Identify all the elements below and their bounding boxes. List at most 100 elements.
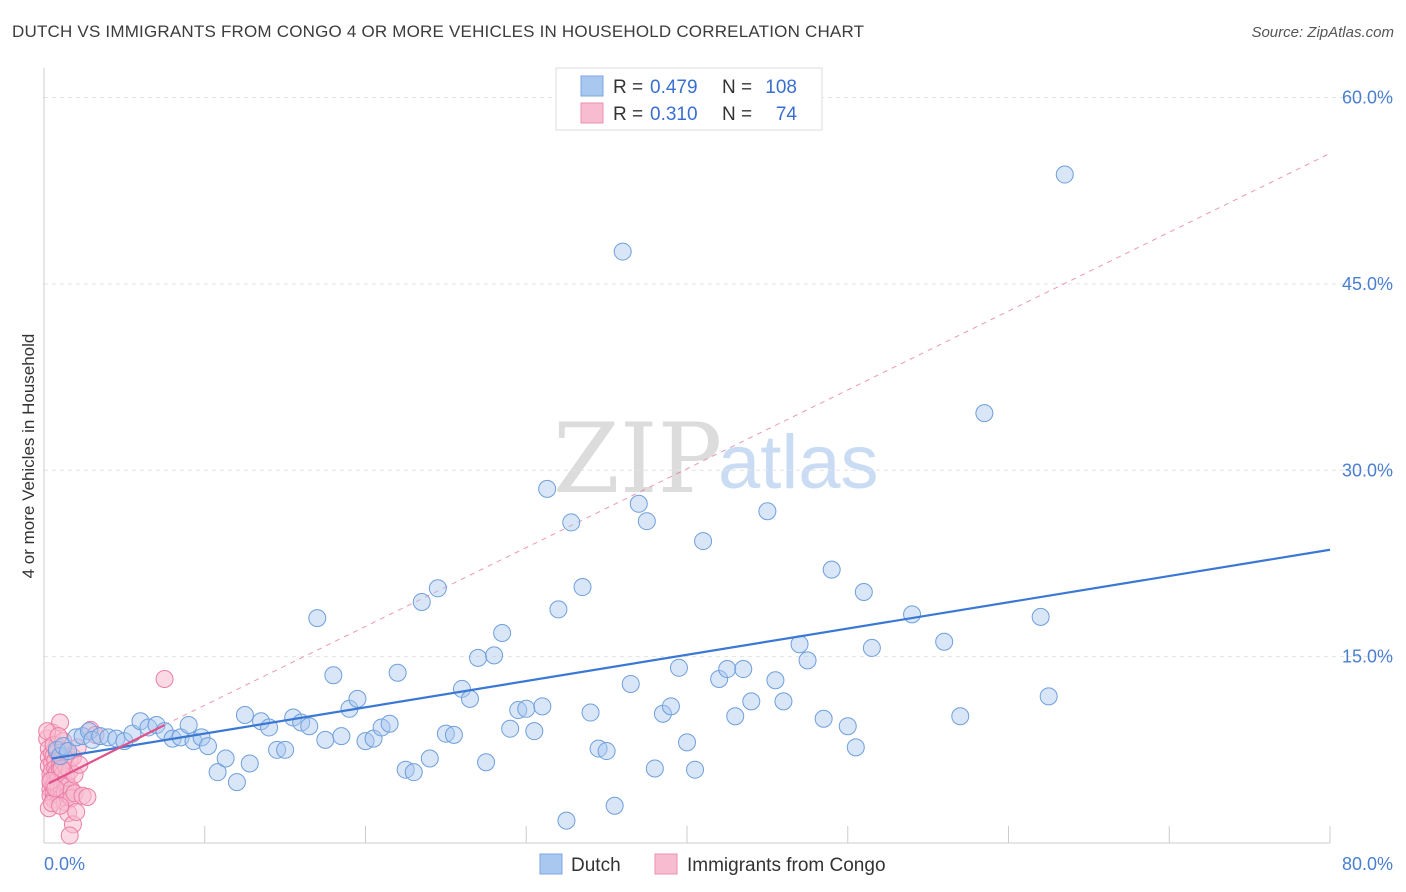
dutch-point (814, 709, 833, 728)
congo-point (60, 826, 79, 845)
x-tick-label-max: 80.0% (1342, 854, 1393, 874)
dutch-point (846, 738, 865, 757)
dutch-point (1031, 607, 1050, 626)
dutch-point (469, 648, 488, 667)
dutch-point (179, 715, 198, 734)
legend-swatch-dutch (580, 75, 604, 97)
dutch-point (501, 719, 520, 738)
congo-point (51, 796, 70, 815)
dutch-point (597, 742, 616, 761)
dutch-point (348, 689, 367, 708)
bottom-legend-swatch-congo (654, 853, 678, 875)
dutch-point (613, 242, 632, 261)
y-tick-label: 60.0% (1342, 88, 1393, 108)
dutch-point (316, 730, 335, 749)
dutch-point (1055, 165, 1074, 184)
dutch-point (774, 692, 793, 711)
dutch-point (758, 502, 777, 521)
dutch-point (477, 753, 496, 772)
dutch-point (324, 666, 343, 685)
dutch-point (669, 658, 688, 677)
legend-n-value-congo: 74 (776, 104, 798, 125)
dutch-point (686, 760, 705, 779)
congo-points (38, 669, 174, 845)
dutch-point (637, 512, 656, 531)
y-axis-label: 4 or more Vehicles in Household (19, 334, 38, 579)
dutch-point (538, 479, 557, 498)
dutch-point (420, 749, 439, 768)
dutch-trend-line (51, 548, 1331, 760)
dutch-point (694, 532, 713, 551)
dutch-point (678, 733, 696, 752)
dutch-point (460, 689, 479, 708)
dutch-point (308, 609, 327, 628)
x-ticks (204, 826, 1331, 843)
bottom-legend-label-congo: Immigrants from Congo (687, 855, 886, 876)
dutch-point (629, 494, 648, 513)
legend-r-value-congo: 0.310 (650, 104, 698, 125)
dutch-point (485, 646, 504, 665)
dutch-point (854, 583, 873, 602)
dutch-point (951, 707, 970, 726)
dutch-point (517, 699, 536, 718)
dutch-point (533, 697, 552, 716)
legend: R = 0.479 N = 108 R = 0.310 N = 74 (555, 67, 823, 131)
legend-r-label-dutch: R = (613, 77, 643, 98)
legend-n-value-dutch: 108 (765, 77, 797, 98)
dutch-point (581, 703, 600, 722)
dutch-point (216, 749, 235, 768)
dutch-point (412, 592, 431, 611)
congo-point (67, 802, 86, 821)
dutch-point (645, 759, 664, 778)
dutch-point (903, 605, 922, 624)
y-tick-label: 15.0% (1342, 647, 1393, 667)
dutch-point (822, 560, 841, 579)
congo-trend-extension (164, 152, 1331, 726)
chart-title: DUTCH VS IMMIGRANTS FROM CONGO 4 OR MORE… (12, 22, 865, 41)
dutch-point (388, 663, 407, 682)
legend-r-value-dutch: 0.479 (650, 77, 698, 98)
dutch-point (975, 404, 994, 423)
congo-trend-line (48, 723, 166, 785)
dutch-point (718, 660, 737, 679)
dutch-point (208, 763, 227, 782)
x-tick-label-min: 0.0% (44, 854, 85, 874)
dutch-point (605, 796, 624, 815)
congo-point (78, 788, 97, 807)
dutch-points (47, 165, 1331, 830)
dutch-point (54, 737, 73, 756)
legend-n-label-dutch: N = (722, 77, 752, 98)
dutch-point (493, 624, 512, 643)
dutch-point (557, 811, 576, 830)
dutch-point (573, 578, 592, 597)
dutch-point (198, 737, 217, 756)
dutch-point (862, 638, 881, 657)
dutch-point (549, 600, 568, 619)
dutch-point (562, 513, 581, 532)
bottom-legend: Dutch Immigrants from Congo (539, 853, 886, 876)
trend-lines (164, 152, 1331, 726)
y-tick-labels: 15.0% 30.0% 45.0% 60.0% (1342, 88, 1393, 667)
dutch-point (798, 651, 817, 670)
dutch-point (734, 660, 753, 679)
legend-swatch-congo (580, 102, 604, 124)
bottom-legend-label-dutch: Dutch (571, 855, 621, 876)
legend-r-label-congo: R = (613, 104, 643, 125)
dutch-point (766, 671, 785, 690)
dutch-point (525, 722, 544, 741)
dutch-point (935, 632, 954, 651)
dutch-point (444, 725, 463, 744)
congo-point (49, 727, 68, 746)
dutch-point (240, 754, 259, 773)
y-tick-label: 45.0% (1342, 274, 1393, 294)
dutch-point (661, 697, 680, 716)
dutch-point (428, 579, 447, 598)
dutch-point (380, 714, 399, 733)
congo-point (155, 669, 174, 688)
dutch-point (621, 674, 640, 693)
dutch-point (838, 717, 857, 736)
y-tick-label: 30.0% (1342, 460, 1393, 480)
bottom-legend-swatch-dutch (539, 853, 563, 875)
dutch-point (404, 763, 423, 782)
